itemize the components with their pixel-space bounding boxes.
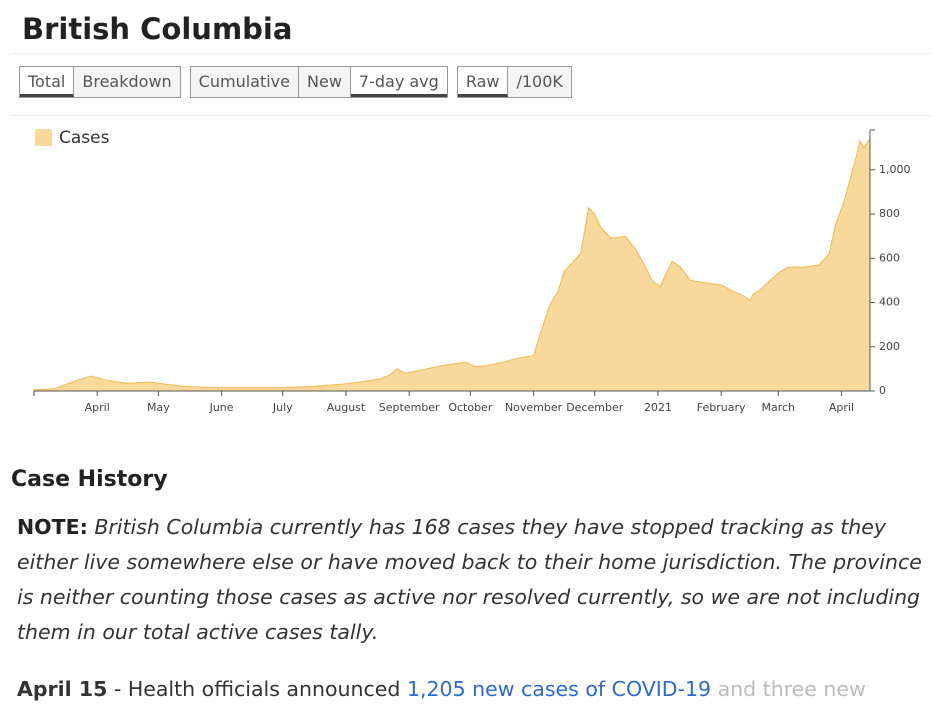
x-tick-label: May bbox=[147, 401, 170, 414]
x-tick-label: December bbox=[566, 401, 624, 414]
entry-date: April 15 bbox=[17, 677, 108, 701]
divider bbox=[10, 53, 931, 54]
x-tick-label: April bbox=[85, 401, 110, 414]
y-tick-label: 0 bbox=[879, 384, 886, 397]
y-tick-label: 800 bbox=[879, 207, 900, 220]
x-tick-label: March bbox=[761, 401, 795, 414]
toggle-button[interactable]: Cumulative bbox=[190, 67, 299, 97]
note-label: NOTE: bbox=[17, 515, 88, 539]
legend-swatch bbox=[35, 129, 52, 146]
history-entry: April 15 - Health officials announced 1,… bbox=[17, 672, 866, 707]
x-tick-label: October bbox=[448, 401, 492, 414]
toggle-button[interactable]: Breakdown bbox=[74, 67, 180, 97]
x-tick-label: April bbox=[829, 401, 854, 414]
entry-text: - Health officials announced bbox=[113, 677, 401, 701]
x-tick-label: September bbox=[379, 401, 440, 414]
button-group: Cumulative New 7-day avg bbox=[189, 66, 448, 98]
x-tick-label: June bbox=[209, 401, 234, 414]
note: NOTE: British Columbia currently has 168… bbox=[17, 510, 932, 650]
y-tick-label: 600 bbox=[879, 251, 900, 264]
x-tick-label: November bbox=[505, 401, 563, 414]
y-tick-label: 200 bbox=[879, 340, 900, 353]
x-tick-label: August bbox=[327, 401, 366, 414]
x-tick-label: July bbox=[272, 401, 293, 414]
y-tick-label: 1,000 bbox=[879, 163, 911, 176]
toggle-button[interactable]: /100K bbox=[508, 67, 571, 97]
toggle-button[interactable]: Raw bbox=[457, 67, 509, 97]
legend-label: Cases bbox=[59, 128, 110, 148]
area bbox=[33, 137, 871, 392]
button-group: Total Breakdown bbox=[19, 66, 181, 98]
section-heading: Case History bbox=[11, 467, 168, 492]
entry-rest: and three new bbox=[717, 677, 866, 701]
toggle-button[interactable]: 7-day avg bbox=[350, 67, 447, 97]
note-text: British Columbia currently has 168 cases… bbox=[17, 515, 922, 644]
toggle-button[interactable]: New bbox=[299, 67, 351, 97]
entry-link[interactable]: 1,205 new cases of COVID-19 bbox=[406, 677, 712, 701]
x-tick-label: February bbox=[697, 401, 746, 414]
x-tick-label: 2021 bbox=[644, 401, 672, 414]
button-group: Raw/100K bbox=[456, 66, 572, 98]
divider bbox=[10, 115, 931, 116]
chart: April May June July August September October No… bbox=[33, 128, 911, 414]
page-title: British Columbia bbox=[22, 12, 293, 46]
tab-bar: Total Breakdown Cumulative New 7-day avg Raw /… bbox=[19, 66, 572, 98]
toggle-button[interactable]: Total bbox=[20, 67, 75, 97]
y-tick-label: 400 bbox=[879, 296, 900, 309]
